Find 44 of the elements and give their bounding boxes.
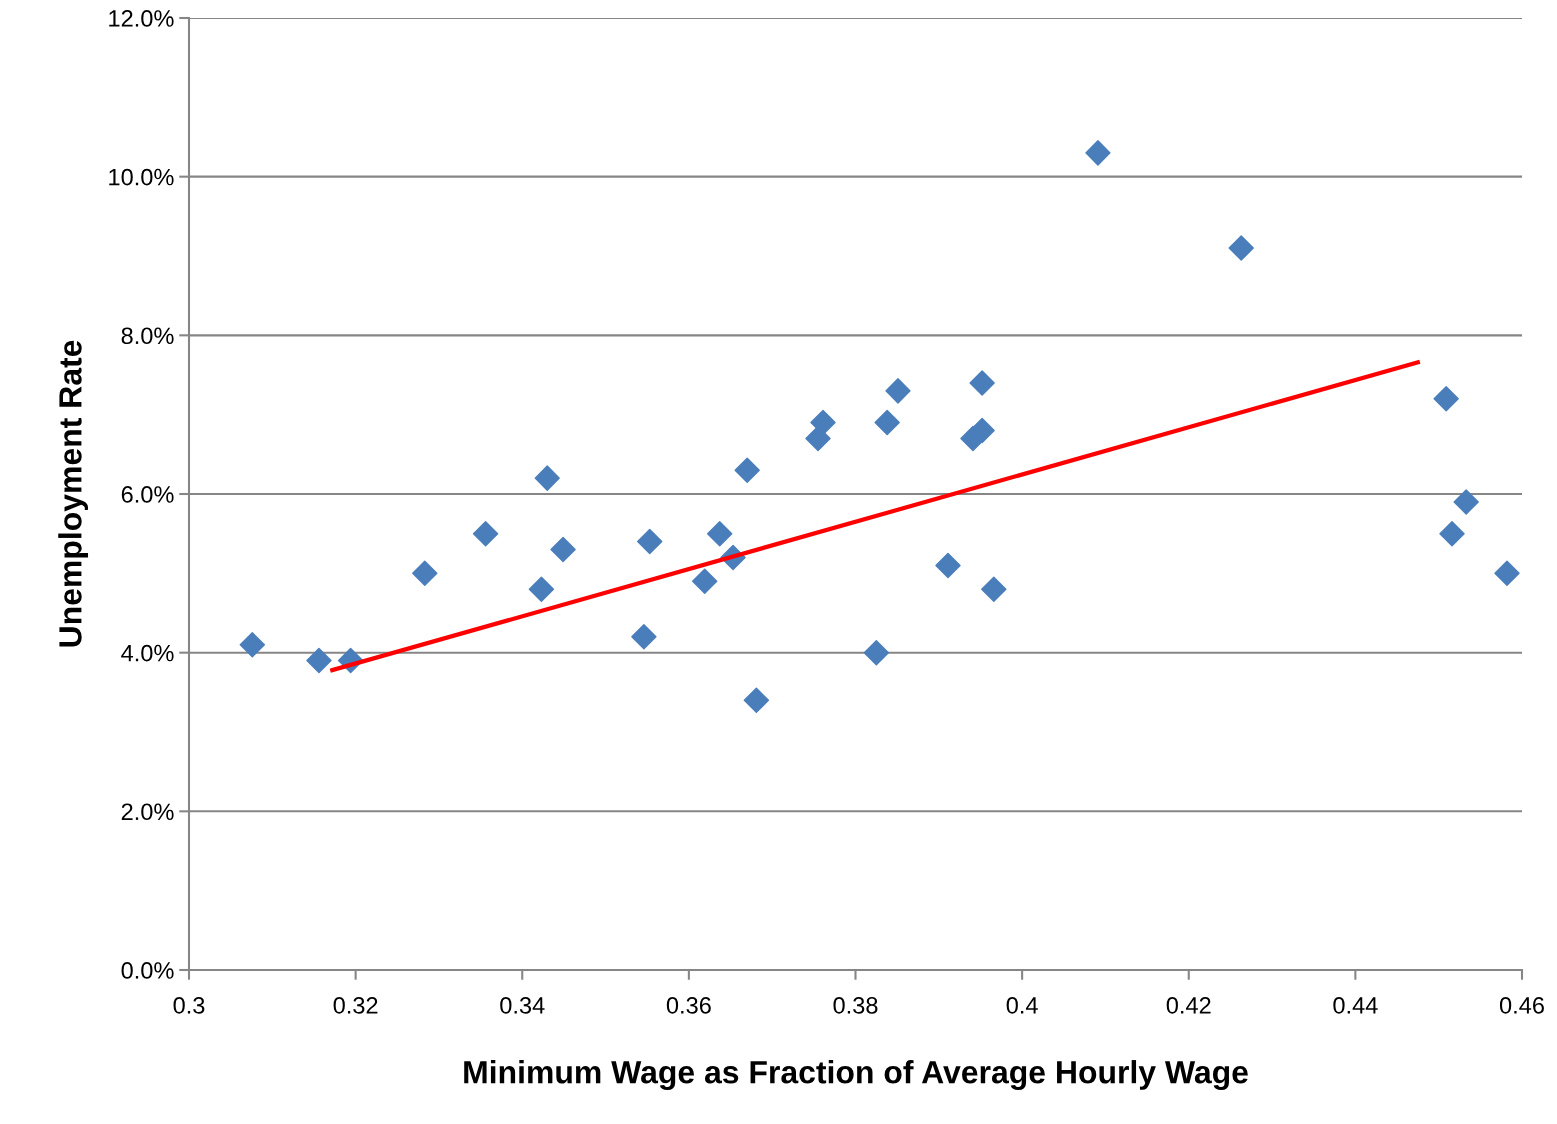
point: [969, 370, 995, 396]
point: [239, 632, 266, 658]
y-tick-label: 0.0%: [121, 962, 174, 979]
point: [412, 560, 438, 587]
x-tick-label: 0.44: [1333, 997, 1378, 1014]
x-tick-label: 0.3: [173, 997, 205, 1014]
point: [1453, 489, 1479, 515]
y-tick-label: 2.0%: [121, 803, 174, 821]
point: [874, 409, 900, 436]
point: [1439, 520, 1465, 547]
point: [743, 687, 770, 713]
y-tick-label: 12.0%: [109, 10, 174, 27]
x-tick-label: 0.36: [666, 997, 711, 1014]
point: [935, 552, 961, 579]
y-tick-label: 8.0%: [121, 327, 174, 345]
y-tick-label: 6.0%: [121, 486, 174, 503]
point: [306, 647, 332, 674]
point: [706, 520, 733, 547]
point: [810, 409, 836, 436]
point: [691, 568, 718, 594]
point: [528, 576, 555, 602]
point: [1494, 560, 1520, 587]
point: [472, 520, 499, 547]
point: [981, 576, 1007, 602]
y-axis-title: Unemployment Rate: [58, 340, 89, 647]
x-tick-label: 0.32: [333, 997, 378, 1014]
y-tick-label: 10.0%: [109, 168, 174, 186]
point: [631, 624, 657, 650]
x-tick-label: 0.46: [1499, 997, 1544, 1014]
point: [550, 536, 576, 563]
point: [534, 465, 560, 491]
point: [863, 639, 890, 666]
y-tick-label: 4.0%: [121, 644, 174, 662]
x-axis-title: Minimum Wage as Fraction of Average Hourly Wage: [464, 1060, 1248, 1090]
point: [1228, 235, 1254, 261]
point: [1085, 140, 1111, 166]
x-tick-label: 0.42: [1166, 997, 1211, 1014]
x-tick-label: 0.4: [1006, 997, 1038, 1014]
point: [636, 528, 663, 555]
point: [885, 378, 911, 404]
x-tick-label: 0.38: [833, 997, 878, 1014]
point: [734, 457, 760, 483]
x-tick-label: 0.34: [500, 997, 545, 1014]
point: [1433, 386, 1459, 412]
